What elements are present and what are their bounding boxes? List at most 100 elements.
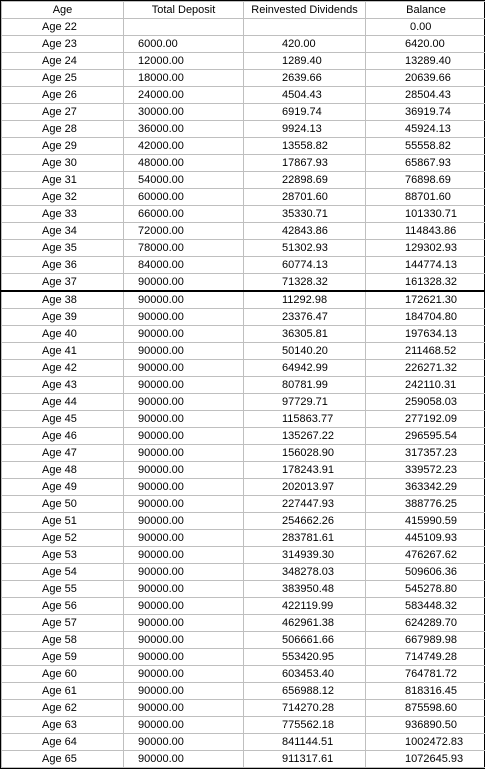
balance-cell[interactable]: 583448.32 bbox=[366, 598, 485, 615]
age-cell[interactable]: Age 42 bbox=[2, 360, 124, 377]
age-cell[interactable]: Age 24 bbox=[2, 53, 124, 70]
balance-cell[interactable]: 317357.23 bbox=[366, 445, 485, 462]
age-cell[interactable]: Age 50 bbox=[2, 496, 124, 513]
total-deposit-cell[interactable]: 90000.00 bbox=[124, 581, 244, 598]
balance-cell[interactable]: 197634.13 bbox=[366, 326, 485, 343]
age-cell[interactable]: Age 57 bbox=[2, 615, 124, 632]
total-deposit-cell[interactable]: 90000.00 bbox=[124, 343, 244, 360]
age-cell[interactable]: Age 53 bbox=[2, 547, 124, 564]
reinvested-dividends-cell[interactable]: 254662.26 bbox=[244, 513, 366, 530]
balance-cell[interactable]: 36919.74 bbox=[366, 104, 485, 121]
age-cell[interactable]: Age 32 bbox=[2, 189, 124, 206]
balance-cell[interactable]: 714749.28 bbox=[366, 649, 485, 666]
total-deposit-cell[interactable]: 90000.00 bbox=[124, 394, 244, 411]
reinvested-dividends-cell[interactable]: 314939.30 bbox=[244, 547, 366, 564]
age-cell[interactable]: Age 46 bbox=[2, 428, 124, 445]
total-deposit-cell[interactable]: 90000.00 bbox=[124, 683, 244, 700]
age-cell[interactable]: Age 52 bbox=[2, 530, 124, 547]
reinvested-dividends-cell[interactable]: 71328.32 bbox=[244, 274, 366, 292]
total-deposit-cell[interactable]: 90000.00 bbox=[124, 598, 244, 615]
age-cell[interactable]: Age 60 bbox=[2, 666, 124, 683]
balance-cell[interactable]: 13289.40 bbox=[366, 53, 485, 70]
balance-cell[interactable]: 936890.50 bbox=[366, 717, 485, 734]
total-deposit-cell[interactable]: 30000.00 bbox=[124, 104, 244, 121]
reinvested-dividends-cell[interactable] bbox=[244, 19, 366, 36]
age-cell[interactable]: Age 28 bbox=[2, 121, 124, 138]
age-cell[interactable]: Age 54 bbox=[2, 564, 124, 581]
age-cell[interactable]: Age 26 bbox=[2, 87, 124, 104]
header-reinvested-dividends[interactable]: Reinvested Dividends bbox=[244, 2, 366, 19]
balance-cell[interactable]: 818316.45 bbox=[366, 683, 485, 700]
balance-cell[interactable]: 129302.93 bbox=[366, 240, 485, 257]
reinvested-dividends-cell[interactable]: 422119.99 bbox=[244, 598, 366, 615]
balance-cell[interactable]: 6420.00 bbox=[366, 36, 485, 53]
total-deposit-cell[interactable]: 90000.00 bbox=[124, 326, 244, 343]
balance-cell[interactable]: 415990.59 bbox=[366, 513, 485, 530]
reinvested-dividends-cell[interactable]: 42843.86 bbox=[244, 223, 366, 240]
total-deposit-cell[interactable]: 90000.00 bbox=[124, 377, 244, 394]
total-deposit-cell[interactable]: 90000.00 bbox=[124, 411, 244, 428]
reinvested-dividends-cell[interactable]: 156028.90 bbox=[244, 445, 366, 462]
reinvested-dividends-cell[interactable]: 202013.97 bbox=[244, 479, 366, 496]
total-deposit-cell[interactable]: 90000.00 bbox=[124, 666, 244, 683]
reinvested-dividends-cell[interactable]: 35330.71 bbox=[244, 206, 366, 223]
age-cell[interactable]: Age 56 bbox=[2, 598, 124, 615]
reinvested-dividends-cell[interactable]: 17867.93 bbox=[244, 155, 366, 172]
age-cell[interactable]: Age 43 bbox=[2, 377, 124, 394]
total-deposit-cell[interactable]: 90000.00 bbox=[124, 717, 244, 734]
balance-cell[interactable]: 0.00 bbox=[366, 19, 485, 36]
total-deposit-cell[interactable]: 90000.00 bbox=[124, 479, 244, 496]
age-cell[interactable]: Age 25 bbox=[2, 70, 124, 87]
reinvested-dividends-cell[interactable]: 135267.22 bbox=[244, 428, 366, 445]
header-age[interactable]: Age bbox=[2, 2, 124, 19]
reinvested-dividends-cell[interactable]: 2639.66 bbox=[244, 70, 366, 87]
balance-cell[interactable]: 667989.98 bbox=[366, 632, 485, 649]
age-cell[interactable]: Age 63 bbox=[2, 717, 124, 734]
balance-cell[interactable]: 764781.72 bbox=[366, 666, 485, 683]
reinvested-dividends-cell[interactable]: 283781.61 bbox=[244, 530, 366, 547]
balance-cell[interactable]: 1002472.83 bbox=[366, 734, 485, 751]
reinvested-dividends-cell[interactable]: 841144.51 bbox=[244, 734, 366, 751]
reinvested-dividends-cell[interactable]: 420.00 bbox=[244, 36, 366, 53]
total-deposit-cell[interactable]: 90000.00 bbox=[124, 462, 244, 479]
balance-cell[interactable]: 296595.54 bbox=[366, 428, 485, 445]
total-deposit-cell[interactable]: 42000.00 bbox=[124, 138, 244, 155]
reinvested-dividends-cell[interactable]: 383950.48 bbox=[244, 581, 366, 598]
reinvested-dividends-cell[interactable]: 348278.03 bbox=[244, 564, 366, 581]
balance-cell[interactable]: 28504.43 bbox=[366, 87, 485, 104]
balance-cell[interactable]: 226271.32 bbox=[366, 360, 485, 377]
age-cell[interactable]: Age 49 bbox=[2, 479, 124, 496]
total-deposit-cell[interactable]: 90000.00 bbox=[124, 547, 244, 564]
total-deposit-cell[interactable]: 90000.00 bbox=[124, 445, 244, 462]
age-cell[interactable]: Age 23 bbox=[2, 36, 124, 53]
total-deposit-cell[interactable]: 90000.00 bbox=[124, 751, 244, 768]
balance-cell[interactable]: 339572.23 bbox=[366, 462, 485, 479]
reinvested-dividends-cell[interactable]: 656988.12 bbox=[244, 683, 366, 700]
balance-cell[interactable]: 172621.30 bbox=[366, 291, 485, 309]
total-deposit-cell[interactable]: 36000.00 bbox=[124, 121, 244, 138]
balance-cell[interactable]: 509606.36 bbox=[366, 564, 485, 581]
reinvested-dividends-cell[interactable]: 50140.20 bbox=[244, 343, 366, 360]
balance-cell[interactable]: 388776.25 bbox=[366, 496, 485, 513]
age-cell[interactable]: Age 37 bbox=[2, 274, 124, 292]
reinvested-dividends-cell[interactable]: 97729.71 bbox=[244, 394, 366, 411]
total-deposit-cell[interactable]: 54000.00 bbox=[124, 172, 244, 189]
reinvested-dividends-cell[interactable]: 462961.38 bbox=[244, 615, 366, 632]
reinvested-dividends-cell[interactable]: 911317.61 bbox=[244, 751, 366, 768]
reinvested-dividends-cell[interactable]: 9924.13 bbox=[244, 121, 366, 138]
age-cell[interactable]: Age 41 bbox=[2, 343, 124, 360]
reinvested-dividends-cell[interactable]: 1289.40 bbox=[244, 53, 366, 70]
balance-cell[interactable]: 259058.03 bbox=[366, 394, 485, 411]
age-cell[interactable]: Age 48 bbox=[2, 462, 124, 479]
total-deposit-cell[interactable]: 6000.00 bbox=[124, 36, 244, 53]
total-deposit-cell[interactable]: 90000.00 bbox=[124, 274, 244, 292]
balance-cell[interactable]: 211468.52 bbox=[366, 343, 485, 360]
total-deposit-cell[interactable]: 90000.00 bbox=[124, 632, 244, 649]
reinvested-dividends-cell[interactable]: 714270.28 bbox=[244, 700, 366, 717]
balance-cell[interactable]: 1072645.93 bbox=[366, 751, 485, 768]
age-cell[interactable]: Age 38 bbox=[2, 291, 124, 309]
age-cell[interactable]: Age 51 bbox=[2, 513, 124, 530]
age-cell[interactable]: Age 44 bbox=[2, 394, 124, 411]
balance-cell[interactable]: 875598.60 bbox=[366, 700, 485, 717]
balance-cell[interactable]: 445109.93 bbox=[366, 530, 485, 547]
